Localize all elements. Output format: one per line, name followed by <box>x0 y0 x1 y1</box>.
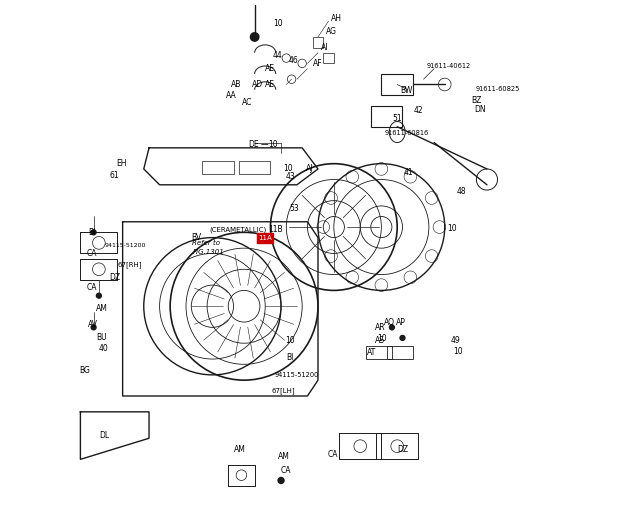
Text: AT: AT <box>367 347 377 357</box>
Bar <box>366 346 392 359</box>
Text: 67[LH]: 67[LH] <box>272 388 295 394</box>
Text: AF: AF <box>313 59 322 68</box>
Text: AJ: AJ <box>307 164 314 174</box>
Text: DN: DN <box>474 105 485 114</box>
Text: AA: AA <box>226 90 237 100</box>
Text: —: — <box>261 139 268 149</box>
Circle shape <box>90 324 97 331</box>
Text: 40: 40 <box>99 344 109 353</box>
Text: 43: 43 <box>286 172 295 182</box>
Text: AQ: AQ <box>384 317 395 327</box>
Text: 10: 10 <box>377 334 387 344</box>
Text: DL: DL <box>99 431 109 440</box>
Text: 91611-60816: 91611-60816 <box>385 130 429 136</box>
Text: 91611-60825: 91611-60825 <box>475 86 520 92</box>
Text: 10: 10 <box>273 19 283 29</box>
Text: 48: 48 <box>457 186 466 196</box>
Circle shape <box>95 293 102 299</box>
Text: DE: DE <box>248 139 259 149</box>
Text: 10: 10 <box>284 164 293 174</box>
Text: 91611-40612: 91611-40612 <box>427 63 471 69</box>
Text: (CERAMETALLIC): (CERAMETALLIC) <box>210 227 267 233</box>
Bar <box>387 346 413 359</box>
Text: CA: CA <box>86 249 97 258</box>
Text: BU: BU <box>96 333 107 343</box>
Text: DZ: DZ <box>398 445 408 455</box>
Text: AE: AE <box>265 64 275 73</box>
Text: CA: CA <box>328 449 338 459</box>
Text: AM: AM <box>279 452 290 461</box>
Text: Refer to: Refer to <box>192 240 220 246</box>
Text: AB: AB <box>231 80 241 89</box>
Bar <box>202 161 233 174</box>
Text: AV: AV <box>88 320 99 329</box>
Text: 10: 10 <box>286 335 295 345</box>
Circle shape <box>399 335 406 341</box>
Text: EH: EH <box>116 159 127 168</box>
Text: 53: 53 <box>289 204 299 213</box>
Text: 11B: 11B <box>268 225 282 234</box>
Text: AS: AS <box>375 336 385 345</box>
Text: CA: CA <box>281 466 291 476</box>
Text: 44: 44 <box>273 51 283 60</box>
Text: AH: AH <box>331 14 342 23</box>
Bar <box>382 74 413 95</box>
Text: BW: BW <box>400 86 412 96</box>
Text: BI: BI <box>88 228 95 237</box>
Bar <box>323 53 334 63</box>
Text: AM: AM <box>96 304 108 314</box>
Circle shape <box>251 33 259 41</box>
Text: AC: AC <box>242 98 252 108</box>
Circle shape <box>277 477 285 484</box>
Text: 10: 10 <box>268 139 278 149</box>
Bar <box>238 161 270 174</box>
Bar <box>313 37 323 48</box>
Text: 42: 42 <box>414 106 424 116</box>
Text: AG: AG <box>326 27 337 36</box>
Text: AE: AE <box>265 80 275 89</box>
Text: BG: BG <box>80 366 90 375</box>
Text: 94115-51200: 94115-51200 <box>104 243 146 248</box>
Text: AP: AP <box>396 317 406 327</box>
Text: 51: 51 <box>392 114 401 124</box>
Text: BZ: BZ <box>471 96 481 105</box>
Text: 41: 41 <box>404 168 413 177</box>
Bar <box>258 233 273 243</box>
Text: AM: AM <box>233 445 245 455</box>
Text: 94115-51200: 94115-51200 <box>275 372 319 378</box>
Bar <box>371 106 403 127</box>
Text: AD: AD <box>252 80 263 89</box>
Text: 46: 46 <box>289 56 299 65</box>
Text: BI: BI <box>286 353 294 363</box>
Text: FIG.1301: FIG.1301 <box>192 249 224 255</box>
Circle shape <box>389 324 395 331</box>
Text: 49: 49 <box>451 336 461 345</box>
Text: AR: AR <box>375 323 385 332</box>
Text: AI: AI <box>321 43 328 52</box>
Text: CA: CA <box>86 283 97 293</box>
Circle shape <box>90 229 97 235</box>
Text: 10: 10 <box>453 346 463 356</box>
Text: DZ: DZ <box>109 272 121 282</box>
Text: 61: 61 <box>109 171 119 180</box>
Text: 10: 10 <box>447 224 457 233</box>
Text: 11A: 11A <box>258 235 272 241</box>
Text: 67[RH]: 67[RH] <box>118 262 142 268</box>
Text: BV: BV <box>191 233 202 242</box>
